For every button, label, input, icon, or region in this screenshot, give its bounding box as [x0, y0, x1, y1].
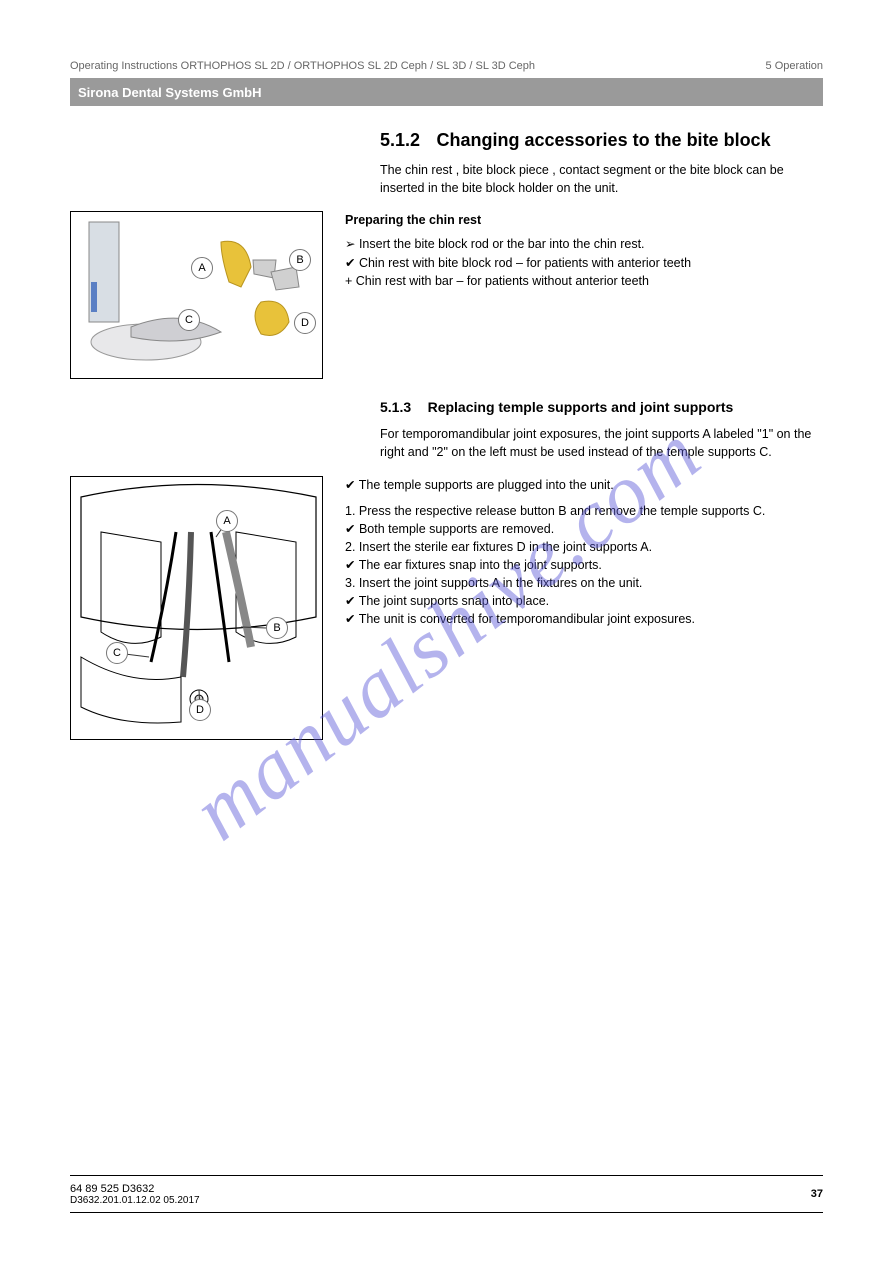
graybar-text: Sirona Dental Systems GmbH: [78, 85, 262, 100]
fig2-callout-B: B: [266, 617, 288, 639]
figure-1: A B C D: [70, 211, 323, 379]
fig2-callout-A: A: [216, 510, 238, 532]
intro-text: The chin rest , bite block piece , conta…: [380, 161, 823, 197]
subsection-heading: 5.1.3 Replacing temple supports and join…: [380, 399, 823, 417]
step-body: ➢ Insert the bite block rod or the bar i…: [345, 235, 823, 289]
subsection-number: 5.1.3: [380, 399, 411, 415]
fig2-callout-C: C: [106, 642, 128, 664]
figure-1-svg: [71, 212, 324, 380]
footer-code: 64 89 525 D3632: [70, 1183, 200, 1195]
header-right: 5 Operation: [766, 60, 823, 72]
row-fig2: A C B D ✔ The temple supports are plugge…: [70, 476, 823, 740]
step-label: Preparing the chin rest: [345, 211, 823, 229]
row-fig1: A B C D Preparing the chin rest ➢ Insert…: [70, 211, 823, 379]
figure-2: A C B D: [70, 476, 323, 740]
header-line: Operating Instructions ORTHOPHOS SL 2D /…: [70, 60, 823, 72]
page: Operating Instructions ORTHOPHOS SL 2D /…: [0, 0, 893, 1263]
section-heading: 5.1.2 Changing accessories to the bite b…: [380, 130, 823, 151]
subsection-title: Replacing temple supports and joint supp…: [428, 399, 734, 415]
sub-pre: ✔ The temple supports are plugged into t…: [345, 476, 823, 494]
footer-left: 64 89 525 D3632 D3632.201.01.12.02 05.20…: [70, 1183, 200, 1206]
sub-steps: 1. Press the respective release button B…: [345, 502, 823, 629]
gray-title-bar: Sirona Dental Systems GmbH: [70, 78, 823, 106]
section-title: Changing accessories to the bite block: [437, 130, 771, 150]
sub-pre-text: The temple supports are plugged into the…: [359, 478, 614, 492]
sub-body: For temporomandibular joint exposures, t…: [380, 425, 823, 461]
footer: 64 89 525 D3632 D3632.201.01.12.02 05.20…: [70, 1175, 823, 1213]
fig2-callout-D: D: [189, 699, 211, 721]
fig1-text: Preparing the chin rest ➢ Insert the bit…: [345, 211, 823, 290]
footer-sub: D3632.201.01.12.02 05.2017: [70, 1195, 200, 1206]
header-left: Operating Instructions ORTHOPHOS SL 2D /…: [70, 60, 535, 72]
fig2-text: ✔ The temple supports are plugged into t…: [345, 476, 823, 629]
section-number: 5.1.2: [380, 130, 420, 150]
footer-page: 37: [811, 1188, 823, 1200]
